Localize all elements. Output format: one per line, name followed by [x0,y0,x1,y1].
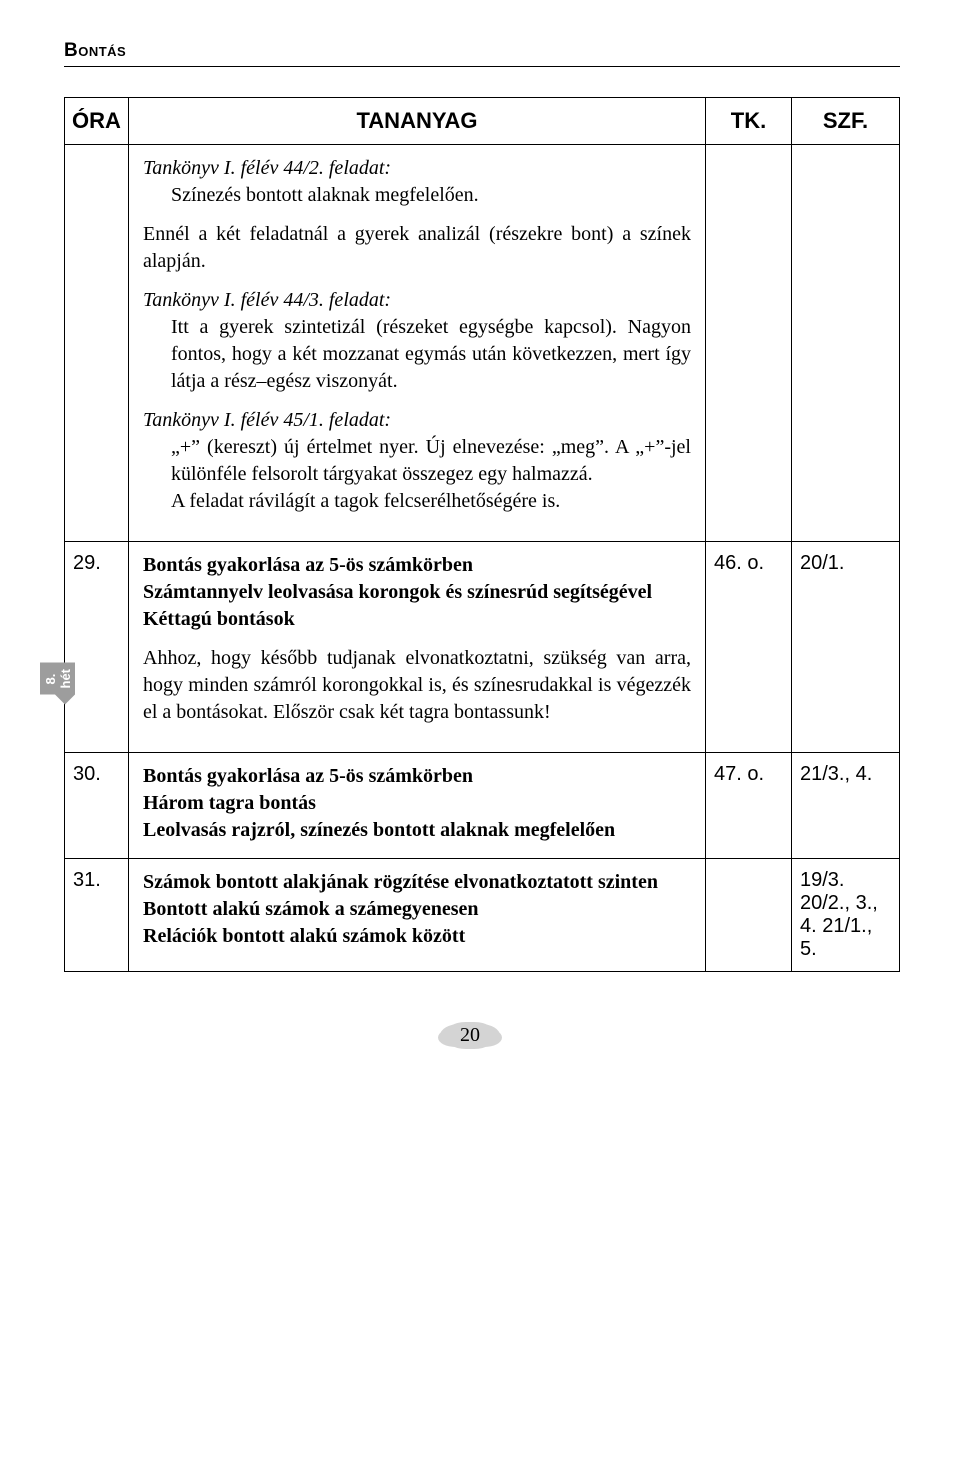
cell-szf: 19/3. 20/2., 3., 4. 21/1., 5. [792,859,900,972]
cell-ora: 29. [65,542,129,753]
cell-tk [706,859,792,972]
curriculum-table: ÓRA TANANYAG TK. SZF. Tankönyv I. félév … [64,97,900,972]
cell-tk: 46. o. [706,542,792,753]
row-title: Bontás gyakorlása az 5-ös számkörben [143,765,473,787]
intro-block1-title: Tankönyv I. félév 44/2. feladat: [143,157,391,179]
page-number: 20 [444,1022,496,1049]
table-row-intro: Tankönyv I. félév 44/2. feladat: Színezé… [65,145,900,542]
intro-block3-title: Tankönyv I. félév 45/1. feladat: [143,409,391,431]
row-line3: Relációk bontott alakú számok között [143,925,465,947]
cell-szf: 20/1. [792,542,900,753]
row-title: Bontás gyakorlása az 5-ös számkörben [143,554,473,576]
section-title: Bontás [64,40,900,67]
row-line2: Bontott alakú számok a számegyenesen [143,898,479,920]
intro-block1-body: Színezés bontott alaknak megfelelően. [143,182,691,209]
cell-tk: 47. o. [706,753,792,859]
page-number-wrap: 20 [40,1022,900,1049]
col-header-ora: ÓRA [65,98,129,145]
intro-block3-extra: A feladat rávilágít a tagok felcserélhet… [143,488,691,515]
cell-ora: 31. [65,859,129,972]
intro-block1-note: Ennél a két feladatnál a gyerek analizál… [143,221,691,275]
row-line3: Leolvasás rajzról, színezés bontott alak… [143,819,615,841]
intro-block3-body: „+” (kereszt) új értelmet nyer. Új elnev… [143,434,691,488]
row-line2: Számtannyelv leolvasása korongok és szín… [143,581,652,603]
col-header-tananyag: TANANYAG [129,98,706,145]
cell-ora: 30. [65,753,129,859]
col-header-tk: TK. [706,98,792,145]
cell-szf: 21/3., 4. [792,753,900,859]
row-body: Ahhoz, hogy később tudjanak elvonatkozta… [143,645,691,726]
table-row: 29. Bontás gyakorlása az 5-ös számkörben… [65,542,900,753]
table-row: 31. Számok bontott alakjának rögzítése e… [65,859,900,972]
row-line2: Három tagra bontás [143,792,316,814]
intro-block2-body: Itt a gyerek szintetizál (részeket egysé… [143,314,691,395]
intro-block2-title: Tankönyv I. félév 44/3. feladat: [143,289,391,311]
row-line3: Kéttagú bontások [143,608,295,630]
week-tab: 8. hét [40,663,75,695]
col-header-szf: SZF. [792,98,900,145]
row-title: Számok bontott alakjának rögzítése elvon… [143,871,658,893]
table-row: 30. Bontás gyakorlása az 5-ös számkörben… [65,753,900,859]
